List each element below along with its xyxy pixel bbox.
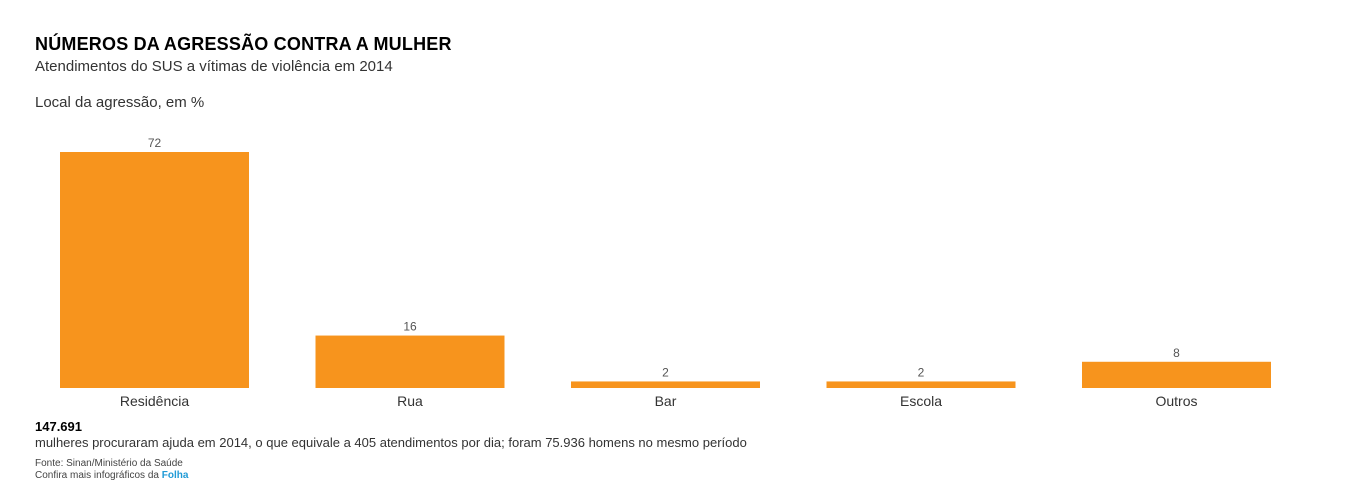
category-label-rua: Rua [397,393,423,409]
more-infographics-text: Confira mais infográficos da [35,470,159,481]
data-label-residência: 72 [148,136,162,150]
data-label-escola: 2 [918,365,925,379]
source-note: Fonte: Sinan/Ministério da Saúde [35,458,183,469]
chart-title: NÚMEROS DA AGRESSÃO CONTRA A MULHER [35,34,452,54]
bar-bar [571,381,760,388]
bar-rua [315,335,505,388]
data-label-rua: 16 [403,320,417,334]
chart-section-label: Local da agressão, em % [35,94,205,111]
category-label-bar: Bar [655,393,677,409]
bar-outros [1082,361,1271,388]
bar-escola [826,381,1016,388]
chart-subtitle: Atendimentos do SUS a vítimas de violênc… [35,58,393,75]
more-infographics-note: Confira mais infográficos da Folha [35,470,188,481]
data-label-outros: 8 [1173,346,1180,360]
category-label-outros: Outros [1155,393,1197,409]
folha-link[interactable]: Folha [161,470,189,481]
stat-description: mulheres procuraram ajuda em 2014, o que… [35,435,747,450]
bar-residência [60,152,249,388]
stat-number: 147.691 [35,419,82,434]
data-label-bar: 2 [662,365,669,379]
category-label-residência: Residência [120,393,189,409]
category-label-escola: Escola [900,393,942,409]
